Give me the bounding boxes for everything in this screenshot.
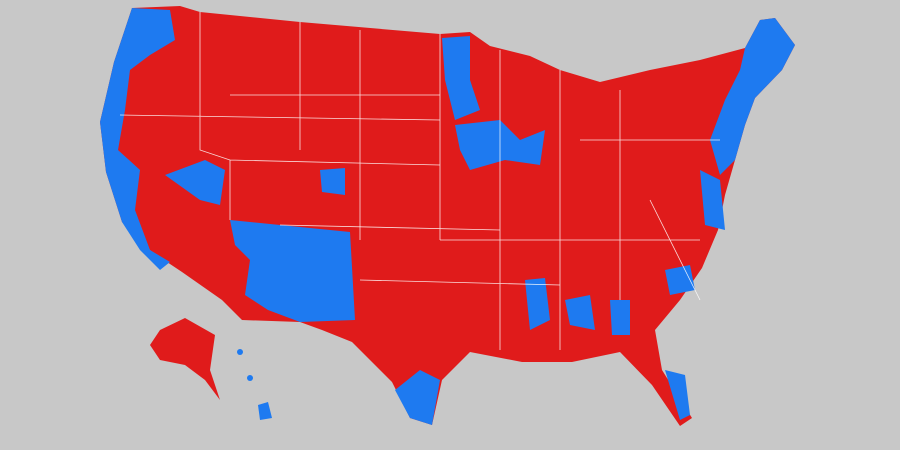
colorado [320, 168, 345, 195]
southwest [230, 220, 355, 322]
nevada-region [165, 160, 225, 205]
hawaii [258, 402, 272, 420]
hawaii-island [247, 375, 253, 381]
georgia [610, 300, 630, 335]
hawaii-island [237, 349, 243, 355]
west-coast [100, 8, 175, 270]
borders [119, 12, 720, 350]
north-carolina [665, 265, 695, 295]
mississippi [525, 278, 550, 330]
florida [665, 370, 690, 420]
minnesota [442, 36, 480, 120]
mid-atlantic [700, 170, 725, 230]
new-england [710, 18, 795, 175]
alaska [150, 318, 220, 400]
alabama [565, 295, 595, 330]
texas-south [395, 370, 440, 425]
